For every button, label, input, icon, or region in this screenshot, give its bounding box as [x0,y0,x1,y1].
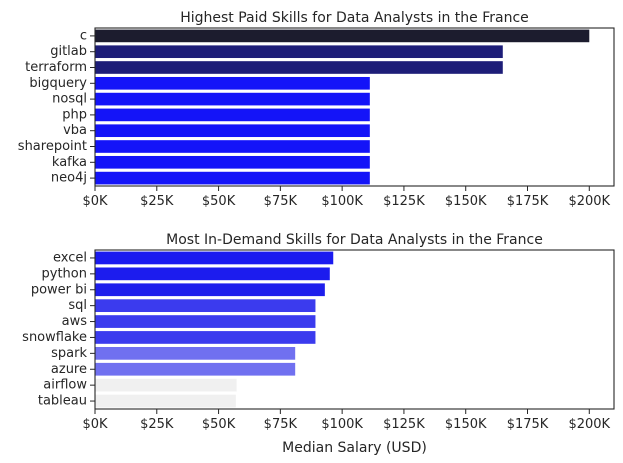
bar-vba [95,124,370,138]
bar-nosql [95,92,370,106]
bar-gitlab [95,45,503,59]
bar-python [95,267,330,281]
bar-tableau [95,394,236,408]
y-tick-label: spark [51,346,87,361]
y-tick-label: nosql [52,92,87,107]
y-tick-label: neo4j [51,171,87,186]
y-tick-label: power bi [31,282,87,297]
bar-azure [95,362,296,376]
x-tick-label: $175K [507,417,549,432]
y-tick-label: kafka [52,155,87,170]
x-tick-label: $0K [82,194,108,209]
x-tick-label: $200K [568,194,610,209]
bar-spark [95,346,296,360]
bar-snowflake [95,331,316,344]
x-tick-label: $0K [82,417,108,432]
axes-frame [94,249,615,410]
y-tick-label: excel [53,250,87,265]
x-tick-label: $75K [264,194,298,209]
chart-title: Highest Paid Skills for Data Analysts in… [180,10,529,26]
y-tick-label: c [80,28,87,43]
axes-frame [94,27,615,187]
x-tick-label: $100K [321,417,363,432]
y-tick-label: php [62,107,87,122]
x-tick-label: $200K [568,417,610,432]
y-tick-label: tableau [38,394,87,409]
bar-sharepoint [95,140,370,153]
y-tick-label: terraform [25,60,87,75]
y-tick-label: sharepoint [18,139,87,154]
y-tick-label: azure [51,362,87,377]
x-tick-label: $50K [202,194,236,209]
bar-airflow [95,378,237,392]
x-axis-label: Median Salary (USD) [282,440,427,456]
bar-excel [95,251,334,265]
highest-paid-panel: cgitlabterraformbigquerynosqlphpvbashare… [18,10,615,209]
bar-sql [95,299,316,313]
y-tick-label: vba [63,123,87,138]
y-tick-label: airflow [43,378,87,393]
x-tick-label: $125K [383,417,425,432]
x-tick-label: $50K [202,417,236,432]
y-tick-label: gitlab [50,44,87,59]
y-tick-label: sql [68,298,87,313]
bar-c [95,29,590,43]
bar-php [95,108,370,122]
y-tick-label: aws [62,314,88,329]
x-tick-label: $175K [507,194,549,209]
x-tick-label: $25K [140,417,174,432]
x-tick-label: $75K [264,417,298,432]
x-tick-label: $100K [321,194,363,209]
bar-terraform [95,61,503,74]
x-tick-label: $125K [383,194,425,209]
x-tick-label: $150K [445,417,487,432]
x-tick-label: $25K [140,194,174,209]
bar-power-bi [95,283,325,297]
y-tick-label: bigquery [29,76,87,91]
bar-neo4j [95,171,370,185]
bar-bigquery [95,76,370,90]
y-tick-label: snowflake [22,330,87,345]
chart-title: Most In-Demand Skills for Data Analysts … [166,232,543,248]
bar-kafka [95,155,370,169]
y-tick-label: python [42,266,87,281]
x-tick-label: $150K [445,194,487,209]
bar-aws [95,315,316,328]
